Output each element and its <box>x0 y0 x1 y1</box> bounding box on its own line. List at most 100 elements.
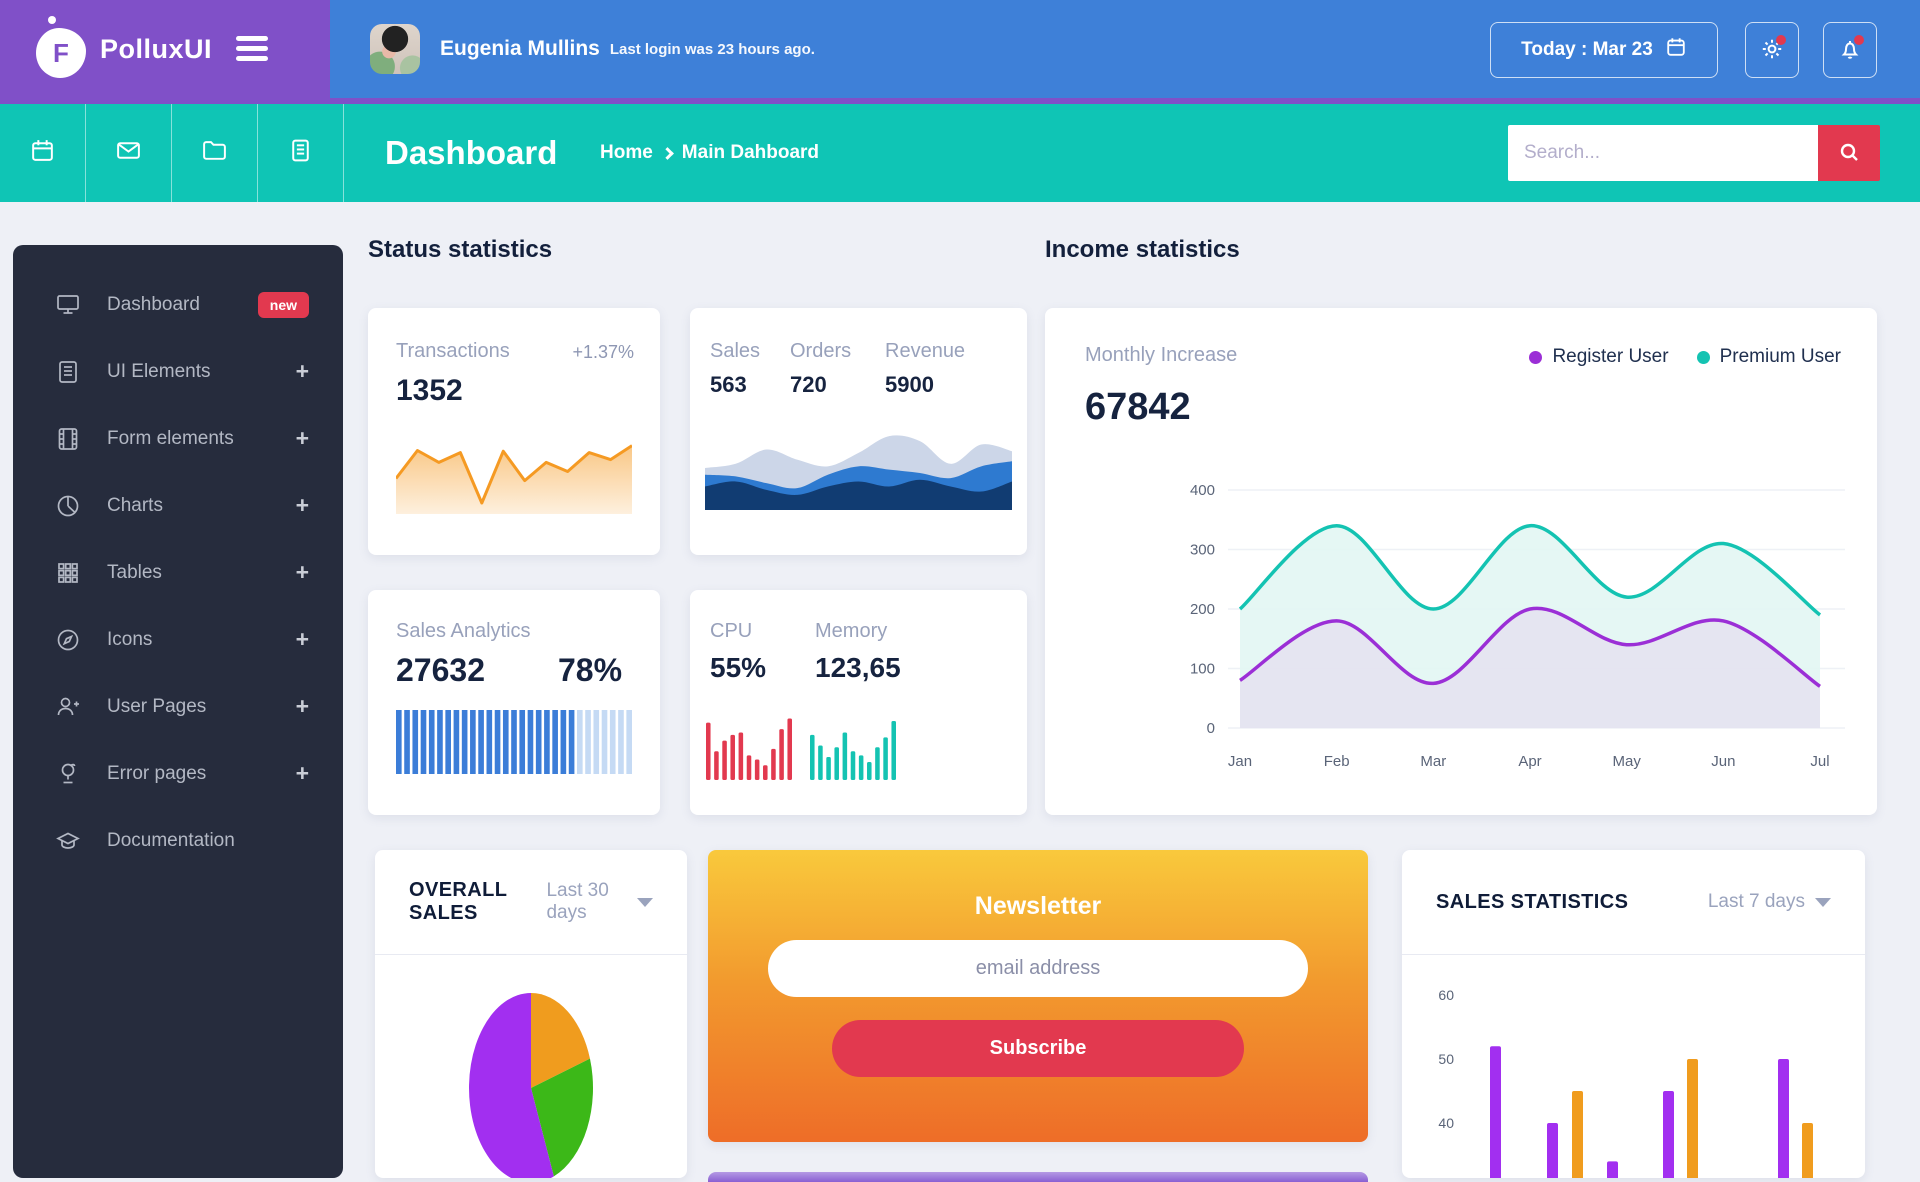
sidebar-item-ui-elements[interactable]: UI Elements + <box>13 338 343 405</box>
memory-label: Memory <box>815 620 888 642</box>
search-button[interactable] <box>1818 125 1880 181</box>
app-header: Eugenia Mullins Last login was 23 hours … <box>0 0 1920 104</box>
today-date-button[interactable]: Today : Mar 23 <box>1490 22 1718 78</box>
subscribe-button[interactable]: Subscribe <box>832 1020 1244 1077</box>
sales-analytics-bars-chart <box>396 710 632 779</box>
svg-text:50: 50 <box>1438 1051 1454 1067</box>
folder-icon <box>201 137 228 169</box>
income-legend: Register User Premium User <box>1529 346 1841 368</box>
svg-text:60: 60 <box>1438 987 1454 1003</box>
bell-icon <box>1838 37 1862 64</box>
user-avatar[interactable] <box>370 24 420 74</box>
breadcrumb: Home Main Dahboard <box>600 104 819 202</box>
income-line-chart: 400 300 200 100 0 Jan Feb Mar Apr May Jun Jul <box>1075 448 1865 793</box>
transactions-value: 1352 <box>396 374 463 407</box>
sales-statistics-range-dropdown[interactable]: Last 7 days <box>1708 891 1831 913</box>
navbar-shortcut-notes[interactable] <box>258 104 344 202</box>
notes-icon <box>287 137 314 169</box>
page-title: Dashboard <box>385 134 558 171</box>
svg-text:Apr: Apr <box>1518 753 1541 770</box>
brand-logo[interactable]: F <box>36 28 86 78</box>
svg-text:400: 400 <box>1190 482 1215 499</box>
sidebar-item-icons[interactable]: Icons + <box>13 606 343 673</box>
cpu-label: CPU <box>710 620 753 642</box>
monitor-icon <box>55 292 81 318</box>
expand-plus-icon[interactable]: + <box>295 626 309 652</box>
overall-sales-pie-chart <box>375 955 687 1178</box>
new-badge: new <box>257 291 309 318</box>
sidebar-item-documentation[interactable]: Documentation <box>13 807 343 874</box>
status-section-title: Status statistics <box>368 236 553 263</box>
sidebar-item-tables[interactable]: Tables + <box>13 539 343 606</box>
svg-text:Jul: Jul <box>1810 753 1829 770</box>
sidebar-item-label: User Pages <box>107 695 207 717</box>
svg-text:0: 0 <box>1207 720 1215 737</box>
sidebar-item-label: Documentation <box>107 829 235 851</box>
svg-text:200: 200 <box>1190 601 1215 618</box>
svg-text:100: 100 <box>1190 661 1215 678</box>
legend-dot-icon <box>1696 350 1710 364</box>
notifications-button[interactable] <box>1823 22 1877 78</box>
expand-plus-icon[interactable]: + <box>295 425 309 451</box>
memory-value: 123,65 <box>815 652 901 683</box>
sales-statistics-bar-chart: 60 50 40 <box>1402 963 1865 1178</box>
grid-icon <box>55 560 81 586</box>
revenue-value: 5900 <box>885 372 934 397</box>
navbar-shortcut-folder[interactable] <box>172 104 258 202</box>
transactions-sparkline-chart <box>394 436 633 519</box>
orders-value: 720 <box>790 372 827 397</box>
legend-premium-user: Premium User <box>1696 346 1841 368</box>
expand-plus-icon[interactable]: + <box>295 492 309 518</box>
expand-plus-icon[interactable]: + <box>295 693 309 719</box>
income-section-title: Income statistics <box>1045 236 1240 263</box>
next-widget-card-edge <box>708 1172 1368 1182</box>
chevron-down-icon <box>1815 897 1831 907</box>
expand-plus-icon[interactable]: + <box>295 760 309 786</box>
sidebar-item-label: Icons <box>107 628 153 650</box>
waves-chart <box>705 426 1012 515</box>
expand-plus-icon[interactable]: + <box>295 559 309 585</box>
monthly-increase-value: 67842 <box>1085 386 1191 428</box>
brand-logo-dot <box>48 16 56 24</box>
envelope-icon <box>115 137 142 169</box>
cap-icon <box>55 828 81 854</box>
page-navbar: Dashboard Home Main Dahboard <box>0 104 1920 202</box>
breadcrumb-current: Main Dahboard <box>681 142 820 163</box>
navbar-shortcut-envelope[interactable] <box>86 104 172 202</box>
sidebar-item-user-pages[interactable]: User Pages + <box>13 673 343 740</box>
search-input[interactable] <box>1508 125 1818 181</box>
newsletter-email-input[interactable] <box>768 940 1308 997</box>
sidebar-item-charts[interactable]: Charts + <box>13 472 343 539</box>
user-name: Eugenia Mullins <box>440 37 600 60</box>
sidebar-item-label: Charts <box>107 494 163 516</box>
memory-bars-chart <box>810 698 896 785</box>
sidebar-item-form-elements[interactable]: Form elements + <box>13 405 343 472</box>
navbar-shortcut-calendar[interactable] <box>0 104 86 202</box>
search-icon <box>1837 140 1861 167</box>
sales-analytics-value: 27632 <box>396 652 485 688</box>
sidebar-item-label: Tables <box>107 561 162 583</box>
calendar-icon <box>1665 36 1687 64</box>
newsletter-title: Newsletter <box>974 892 1102 920</box>
breadcrumb-home-link[interactable]: Home <box>600 142 653 163</box>
overall-sales-range-dropdown[interactable]: Last 30 days <box>546 880 653 924</box>
user-topbar: Eugenia Mullins Last login was 23 hours … <box>330 0 1920 98</box>
legend-dot-icon <box>1529 350 1543 364</box>
settings-button[interactable] <box>1745 22 1799 78</box>
sales-statistics-card: SALES STATISTICS Last 7 days 60 50 40 <box>1402 850 1865 1178</box>
cpu-memory-card: CPU 55% Memory 123,65 <box>690 590 1027 815</box>
sidebar-item-dashboard[interactable]: Dashboard new <box>13 271 343 338</box>
gear-icon <box>1760 37 1784 64</box>
svg-text:40: 40 <box>1438 1115 1454 1131</box>
income-statistics-card: Monthly Increase Register User Premium Us… <box>1045 308 1877 815</box>
today-date-label: Today : Mar 23 <box>1521 39 1653 60</box>
sidebar-item-label: Form elements <box>107 427 234 449</box>
menu-toggle-icon[interactable] <box>236 36 268 62</box>
expand-plus-icon[interactable]: + <box>295 358 309 384</box>
orders-label: Orders <box>790 340 852 362</box>
legend-label: Premium User <box>1719 346 1841 367</box>
overall-sales-title: OVERALL SALES <box>409 879 507 924</box>
svg-text:Jan: Jan <box>1228 753 1252 770</box>
sidebar-item-error-pages[interactable]: Error pages + <box>13 740 343 807</box>
cpu-value: 55% <box>710 652 767 683</box>
